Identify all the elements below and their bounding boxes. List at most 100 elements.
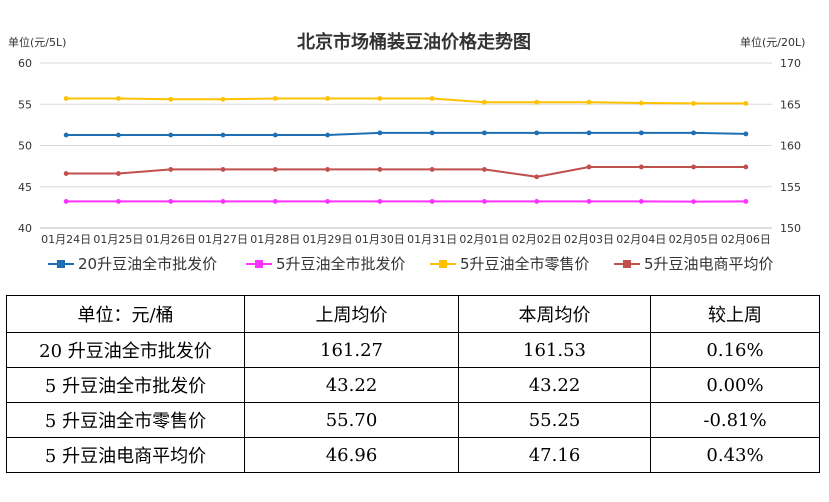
data-point — [63, 132, 69, 138]
data-point — [272, 96, 278, 101]
data-point — [377, 96, 383, 101]
this-week-value: 47.16 — [458, 437, 651, 473]
series-3 — [63, 96, 749, 106]
legend-item: 20升豆油全市批发价 — [48, 255, 217, 273]
legend-label: 5升豆油全市零售价 — [460, 255, 590, 273]
x-tick-label: 02月02日 — [512, 233, 562, 246]
header-last-week: 上周均价 — [244, 295, 459, 333]
header-change: 较上周 — [650, 295, 820, 333]
last-week-value: 161.27 — [244, 332, 459, 368]
left-tick-label: 55 — [18, 98, 32, 111]
series-4 — [63, 164, 749, 180]
legend-marker — [57, 260, 65, 268]
data-point — [168, 167, 174, 172]
data-point — [272, 132, 278, 138]
change-value: 0.43% — [650, 437, 820, 473]
chart-title: 北京市场桶装豆油价格走势图 — [297, 31, 531, 53]
data-point — [743, 199, 749, 204]
row-label: 5 升豆油全市批发价 — [6, 367, 245, 403]
legend-label: 5升豆油电商平均价 — [644, 255, 774, 273]
data-point — [638, 199, 644, 204]
data-point — [743, 164, 749, 170]
data-point — [586, 99, 592, 105]
x-tick-label: 01月24日 — [41, 233, 91, 246]
data-point — [168, 96, 174, 102]
data-point — [325, 199, 330, 204]
table-row: 5 升豆油电商平均价 46.96 47.16 0.43% — [6, 437, 820, 473]
price-trend-chart: 北京市场桶装豆油价格走势图 单位(元/5L) 单位(元/20L) 40 45 50 5… — [8, 31, 805, 273]
data-point — [168, 199, 174, 204]
data-point — [691, 101, 696, 106]
data-point — [586, 199, 592, 204]
x-tick-label: 02月03日 — [564, 233, 614, 246]
legend-item: 5升豆油全市批发价 — [246, 255, 406, 273]
table-header-row: 单位：元/桶 上周均价 本周均价 较上周 — [6, 295, 820, 333]
legend: 20升豆油全市批发价 5升豆油全市批发价 5升豆油全市零售价 5升豆油电商平均价 — [48, 255, 774, 273]
row-label: 20 升豆油全市批发价 — [6, 332, 245, 368]
data-point — [482, 99, 487, 105]
x-tick-label: 01月30日 — [355, 233, 405, 246]
this-week-value: 43.22 — [458, 367, 651, 403]
series-1 — [63, 130, 749, 138]
row-label: 5 升豆油全市零售价 — [6, 402, 245, 438]
right-tick-label: 150 — [780, 222, 801, 235]
left-axis-unit-label: 单位(元/5L) — [8, 35, 66, 49]
last-week-value: 46.96 — [244, 437, 459, 473]
data-point — [220, 132, 226, 138]
legend-marker — [623, 260, 631, 268]
series-lines — [63, 96, 749, 205]
right-axis-unit-label: 单位(元/20L) — [740, 35, 805, 49]
data-point — [743, 131, 749, 137]
data-point — [691, 130, 696, 136]
data-point — [691, 164, 696, 170]
data-point — [638, 100, 644, 106]
change-value: 0.00% — [650, 367, 820, 403]
data-point — [325, 132, 330, 138]
last-week-value: 43.22 — [244, 367, 459, 403]
data-point — [482, 130, 487, 136]
data-point — [168, 132, 174, 138]
data-point — [220, 167, 226, 172]
data-point — [638, 130, 644, 136]
change-value: 0.16% — [650, 332, 820, 368]
x-tick-label: 01月25日 — [93, 233, 143, 246]
data-point — [482, 167, 487, 172]
data-point — [482, 199, 487, 204]
header-this-week: 本周均价 — [458, 295, 651, 333]
data-point — [116, 132, 121, 138]
data-point — [377, 130, 383, 136]
x-tick-label: 02月01日 — [459, 233, 509, 246]
data-point — [116, 96, 121, 101]
data-point — [429, 167, 435, 172]
data-point — [63, 171, 69, 176]
last-week-value: 55.70 — [244, 402, 459, 438]
data-point — [63, 199, 69, 204]
row-label: 5 升豆油电商平均价 — [6, 437, 245, 473]
data-point — [586, 164, 592, 170]
left-tick-label: 60 — [18, 57, 32, 70]
data-point — [534, 174, 540, 180]
right-tick-label: 165 — [780, 98, 801, 111]
data-point — [63, 96, 69, 101]
legend-label: 20升豆油全市批发价 — [78, 255, 217, 273]
x-tick-label: 02月06日 — [721, 233, 771, 246]
x-axis: 01月24日 01月25日 01月26日 01月27日 01月28日 01月29日 01月3… — [40, 227, 772, 246]
left-tick-label: 50 — [18, 140, 32, 153]
series-2 — [63, 199, 749, 205]
table-row: 5 升豆油全市零售价 55.70 55.25 -0.81% — [6, 402, 820, 438]
legend-label: 5升豆油全市批发价 — [276, 255, 406, 273]
x-tick-label: 01月28日 — [250, 233, 300, 246]
legend-marker — [255, 260, 263, 268]
data-point — [534, 199, 540, 204]
left-y-axis: 40 45 50 55 60 — [18, 57, 32, 235]
right-tick-label: 170 — [780, 57, 801, 70]
x-tick-label: 01月27日 — [198, 233, 248, 246]
right-y-axis: 150 155 160 165 170 — [780, 57, 801, 235]
x-tick-label: 01月29日 — [303, 233, 353, 246]
data-point — [534, 99, 540, 105]
x-tick-label: 02月04日 — [616, 233, 666, 246]
data-point — [429, 199, 435, 204]
data-point — [377, 167, 383, 172]
right-tick-label: 155 — [780, 181, 801, 194]
left-tick-label: 40 — [18, 222, 32, 235]
